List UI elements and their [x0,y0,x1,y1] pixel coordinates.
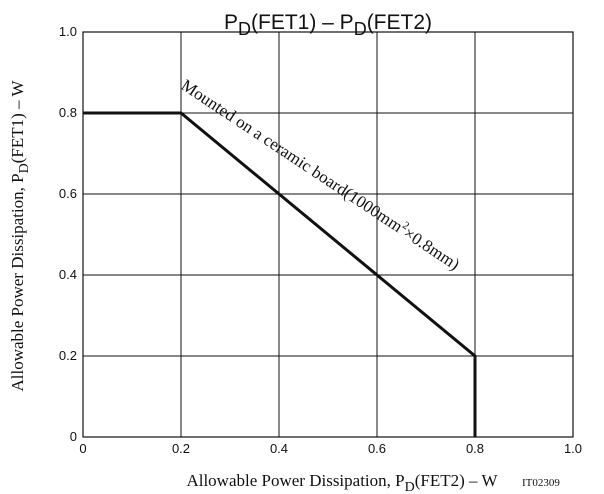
y-axis-label: Allowable Power Dissipation, PD(FET1) – … [8,80,32,392]
x-tick-label: 0 [79,441,86,456]
y-tick-label: 0.4 [59,267,77,282]
x-axis-label: Allowable Power Dissipation, PD(FET2) – … [186,471,498,494]
x-tick-label: 0.4 [270,441,288,456]
series-line [83,111,477,437]
plot-frame [82,31,574,438]
x-tick-label: 1.0 [564,441,582,456]
y-tick-label: 1.0 [59,24,77,39]
y-tick-label: 0.8 [59,105,77,120]
y-tick-label: 0.6 [59,186,77,201]
x-tick-label: 0.2 [172,441,190,456]
y-tick-label: 0.2 [59,348,77,363]
curve-annotation: Mounted on a ceramic board(1000mm2×0.8mm… [178,75,464,274]
x-tick-labels: 0 0.2 0.4 0.6 0.8 1.0 [79,441,582,456]
x-tick-label: 0.8 [466,441,484,456]
y-tick-labels: 0 0.2 0.4 0.6 0.8 1.0 [59,24,77,444]
figure-code: IT02309 [522,477,560,489]
x-tick-label: 0.6 [368,441,386,456]
chart-title: PD(FET1) – PD(FET2) [224,11,432,39]
y-tick-label: 0 [70,429,77,444]
